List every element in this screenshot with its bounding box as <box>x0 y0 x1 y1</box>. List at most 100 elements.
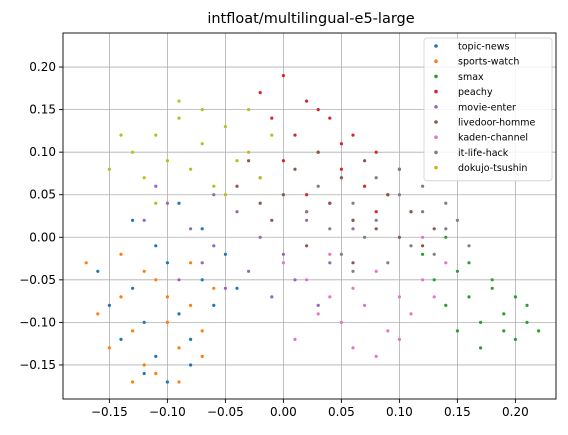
y-tick-label: 0.05 <box>29 188 56 202</box>
data-point <box>84 261 88 265</box>
data-point <box>316 303 320 307</box>
y-tick-label: 0.10 <box>29 145 56 159</box>
data-point <box>409 244 413 248</box>
data-point <box>119 295 123 299</box>
data-point <box>305 193 309 197</box>
data-point <box>467 261 471 265</box>
legend-marker <box>434 89 438 94</box>
data-point <box>200 227 204 231</box>
data-point <box>397 337 401 341</box>
series-sports-watch <box>84 252 216 384</box>
data-point <box>316 150 320 154</box>
data-point <box>339 320 343 324</box>
data-point <box>247 269 251 273</box>
series-kaden-channel <box>281 235 448 358</box>
data-point <box>316 312 320 316</box>
data-point <box>386 329 390 333</box>
data-point <box>293 278 297 282</box>
legend-marker <box>434 150 438 155</box>
data-point <box>502 329 506 333</box>
legend-label: movie-enter <box>458 102 516 113</box>
data-point <box>107 303 111 307</box>
data-point <box>502 312 506 316</box>
data-point <box>177 116 181 120</box>
legend-label: topic-news <box>458 42 509 53</box>
x-tick-label: 0.10 <box>386 405 413 419</box>
legend-marker <box>434 120 438 124</box>
data-point <box>177 346 181 350</box>
data-point <box>235 286 239 290</box>
data-point <box>467 295 471 299</box>
legend-label: it-life-hack <box>458 148 509 159</box>
data-point <box>513 337 518 341</box>
data-point <box>142 218 146 222</box>
series-movie-enter <box>142 176 355 307</box>
data-point <box>281 159 285 163</box>
data-point <box>351 218 355 222</box>
data-point <box>421 235 425 239</box>
data-point <box>131 150 135 154</box>
data-point <box>328 201 332 205</box>
data-point <box>142 371 146 376</box>
data-point <box>200 329 204 333</box>
data-point <box>119 252 123 256</box>
data-point <box>189 227 193 231</box>
data-point <box>223 125 227 129</box>
data-point <box>189 337 193 341</box>
data-point <box>96 269 100 273</box>
data-point <box>444 235 448 239</box>
data-point <box>177 278 181 282</box>
data-point <box>165 320 169 324</box>
data-point <box>351 269 355 273</box>
data-point <box>386 193 390 197</box>
data-point <box>177 201 181 205</box>
data-point <box>305 99 309 103</box>
data-point <box>351 227 355 231</box>
data-point <box>490 278 494 282</box>
data-point <box>142 176 146 180</box>
data-point <box>374 269 378 273</box>
data-point <box>165 295 169 299</box>
data-point <box>189 167 193 171</box>
data-point <box>270 116 274 120</box>
data-point <box>154 371 158 376</box>
data-point <box>165 159 169 163</box>
data-point <box>351 346 355 350</box>
data-point <box>363 184 367 188</box>
data-point <box>455 269 459 273</box>
data-point <box>270 218 274 222</box>
data-point <box>177 312 181 316</box>
data-point <box>479 320 483 324</box>
data-point <box>328 261 332 265</box>
data-point <box>513 295 518 299</box>
data-point <box>131 380 135 384</box>
y-tick-label: 0.20 <box>29 60 56 74</box>
data-point <box>421 210 425 214</box>
data-point <box>374 227 378 231</box>
legend-label: peachy <box>458 87 493 98</box>
data-point <box>421 252 425 256</box>
legend-label: livedoor-homme <box>458 118 535 129</box>
data-point <box>223 193 227 197</box>
data-point <box>165 261 169 265</box>
data-point <box>165 380 169 384</box>
data-point <box>223 286 227 290</box>
data-point <box>316 184 320 188</box>
series-it-life-hack <box>305 167 471 273</box>
data-point <box>212 244 216 248</box>
legend-marker <box>434 59 438 63</box>
x-axis: −0.15 −0.10 −0.05 0.00 0.05 0.10 0.15 0.20 <box>91 399 529 419</box>
data-point <box>328 295 332 299</box>
data-point <box>212 184 216 188</box>
data-point <box>189 363 193 367</box>
legend-label: sports-watch <box>458 57 519 68</box>
data-point <box>397 235 401 239</box>
y-axis: −0.15 −0.10 −0.05 0.00 0.05 0.10 0.15 0.20 <box>19 60 63 372</box>
data-point <box>281 74 285 78</box>
data-point <box>107 346 111 350</box>
data-point <box>154 354 158 358</box>
data-point <box>421 278 425 282</box>
data-point <box>154 244 158 248</box>
data-point <box>293 133 297 137</box>
data-point <box>177 99 181 103</box>
